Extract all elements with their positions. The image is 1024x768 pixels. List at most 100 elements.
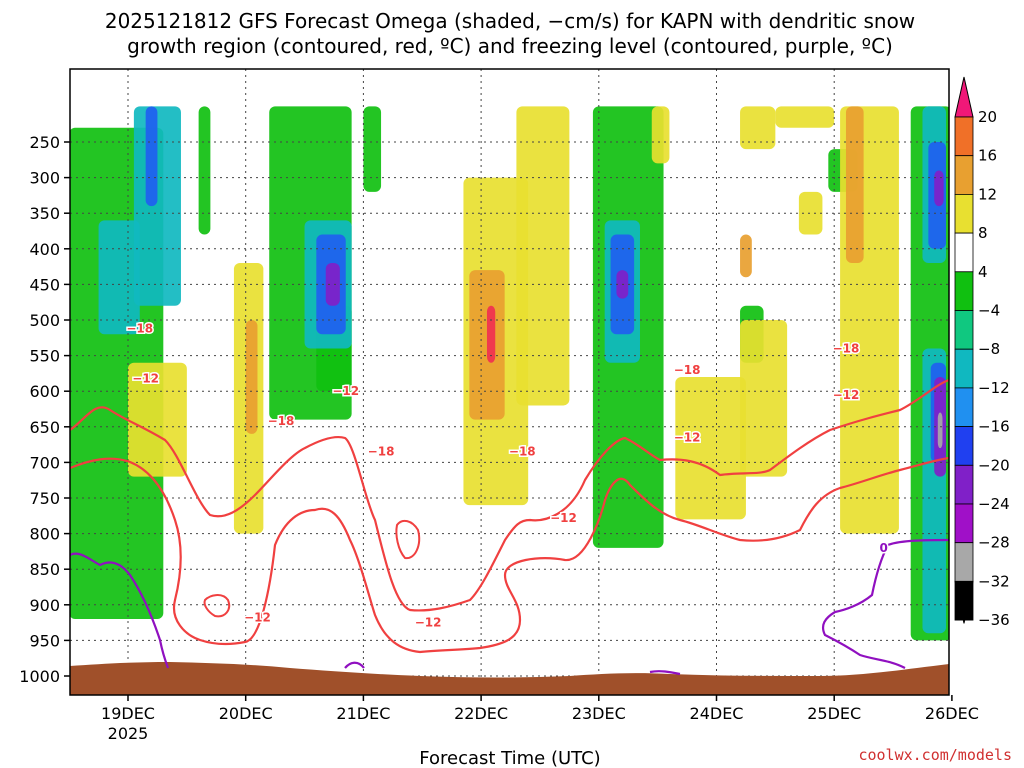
contour-label-red: −18 xyxy=(509,445,536,459)
colorbar-swatch xyxy=(954,193,974,234)
shade-orange xyxy=(740,234,752,278)
freezing-level-contours xyxy=(70,538,949,676)
y-tick-label: 1000 xyxy=(19,667,60,686)
colorbar-tick-label: −12 xyxy=(978,379,1010,397)
ground-fill xyxy=(70,662,949,695)
shade-yellow xyxy=(798,191,823,235)
y-tick-label: 900 xyxy=(29,596,60,615)
colorbar-swatch xyxy=(954,387,974,427)
shade-orange xyxy=(845,106,864,264)
omega-shading xyxy=(70,106,949,641)
contour-label-red: −12 xyxy=(833,388,860,402)
shade-green xyxy=(198,106,211,235)
shade-purple xyxy=(325,263,340,306)
colorbar-tick-label: 4 xyxy=(978,263,988,281)
contour-label-red: −12 xyxy=(550,511,577,525)
colorbar-tick-label: −16 xyxy=(978,418,1010,436)
y-tick-label: 650 xyxy=(29,418,60,437)
x-tick-label: 22DEC xyxy=(454,704,508,723)
colorbar: 20 16 12 8 4 −4 −8 −12 −16 −20 −24 −28 −32 −36 xyxy=(954,76,1010,629)
chart-title-line1: 2025121812 GFS Forecast Omega (shaded, −… xyxy=(105,9,915,33)
x-tick-label: 24DEC xyxy=(690,704,744,723)
y-tick-label: 600 xyxy=(29,382,60,401)
x-tick-label: 19DEC xyxy=(101,704,155,723)
colorbar-tick-label: 16 xyxy=(978,147,997,165)
y-tick-label: 850 xyxy=(29,560,60,579)
colorbar-swatch xyxy=(954,542,974,582)
contour-line-18 xyxy=(70,378,949,612)
y-tick-label: 450 xyxy=(29,275,60,294)
colorbar-swatch xyxy=(954,310,974,350)
contour-label-red: −18 xyxy=(674,363,701,377)
colorbar-tick-label: −24 xyxy=(978,495,1010,513)
shade-blue xyxy=(145,106,158,207)
freezing-line xyxy=(649,670,681,676)
y-tick-label: 350 xyxy=(29,204,60,223)
colorbar-tick-label: −32 xyxy=(978,572,1010,590)
freezing-line xyxy=(70,552,170,669)
y-tick-label: 500 xyxy=(29,311,60,330)
y-tick-label: 800 xyxy=(29,525,60,544)
freezing-line xyxy=(821,538,949,669)
colorbar-swatch xyxy=(954,232,974,273)
contour-label-red: −18 xyxy=(368,445,395,459)
shade-yellow xyxy=(516,106,570,406)
colorbar-top-arrow xyxy=(954,76,974,118)
contour-loop xyxy=(203,594,231,618)
colorbar-swatch xyxy=(954,348,974,389)
credit-link[interactable]: coolwx.com/models xyxy=(858,746,1012,764)
chart-title-line2: growth region (contoured, red, ºC) and f… xyxy=(127,34,893,58)
colorbar-swatch xyxy=(954,155,974,195)
x-tick-label: 23DEC xyxy=(572,704,626,723)
y-tick-label: 700 xyxy=(29,453,60,472)
shade-green xyxy=(363,106,382,192)
y-axis: 250 300 350 400 450 500 550 600 650 700 750 800 850 9… xyxy=(19,133,70,686)
shade-red xyxy=(486,305,496,363)
colorbar-tick-label: −8 xyxy=(978,340,1000,358)
x-tick-label: 26DEC xyxy=(925,704,979,723)
colorbar-tick-label: −28 xyxy=(978,534,1010,552)
shade-yellow xyxy=(740,320,788,477)
contour-label-red: −12 xyxy=(674,430,701,444)
colorbar-swatch xyxy=(954,271,974,311)
contour-line-12 xyxy=(70,456,949,654)
x-tick-label: 25DEC xyxy=(807,704,861,723)
colorbar-tick-label: −36 xyxy=(978,611,1010,629)
contour-label-purple: 0 xyxy=(879,541,887,555)
shade-yellow xyxy=(651,106,670,164)
y-tick-label: 750 xyxy=(29,489,60,508)
x-tick-sublabel: 2025 xyxy=(108,724,149,743)
contour-label-red: −12 xyxy=(415,616,442,630)
colorbar-tick-label: 8 xyxy=(978,224,988,242)
plot-frame xyxy=(69,68,950,696)
terrain-ground xyxy=(70,662,949,695)
shade-yellow xyxy=(740,106,776,150)
x-axis-label: Forecast Time (UTC) xyxy=(419,748,600,768)
shade-yellow xyxy=(775,106,835,128)
colorbar-bottom-arrow xyxy=(954,580,974,624)
dendritic-growth-contours xyxy=(70,378,949,654)
colorbar-swatch xyxy=(954,503,974,544)
colorbar-tick-label: −20 xyxy=(978,456,1010,474)
shade-purple xyxy=(934,170,944,207)
colorbar-swatch xyxy=(954,116,974,157)
y-tick-label: 250 xyxy=(29,133,60,152)
y-tick-label: 550 xyxy=(29,347,60,366)
colorbar-tick-label: −4 xyxy=(978,302,1000,320)
contour-label-red: −18 xyxy=(126,322,153,336)
shade-yellow xyxy=(675,376,746,520)
x-tick-label: 21DEC xyxy=(336,704,390,723)
contour-label-red: −18 xyxy=(833,341,860,355)
contour-loop xyxy=(395,519,421,560)
contour-label-red: −12 xyxy=(244,611,271,625)
contour-label-red: −12 xyxy=(132,371,159,385)
freezing-line xyxy=(344,661,365,669)
colorbar-tick-label: 12 xyxy=(978,185,997,203)
colorbar-swatch xyxy=(954,464,974,505)
colorbar-tick-label: 20 xyxy=(978,108,997,126)
contour-labels: −18 −12 −18 −12 −18 −12 −12 −18 −12 −18 −12 −18 −12 0 xyxy=(125,320,889,631)
y-tick-label: 400 xyxy=(29,240,60,259)
shade-teal xyxy=(98,220,140,335)
